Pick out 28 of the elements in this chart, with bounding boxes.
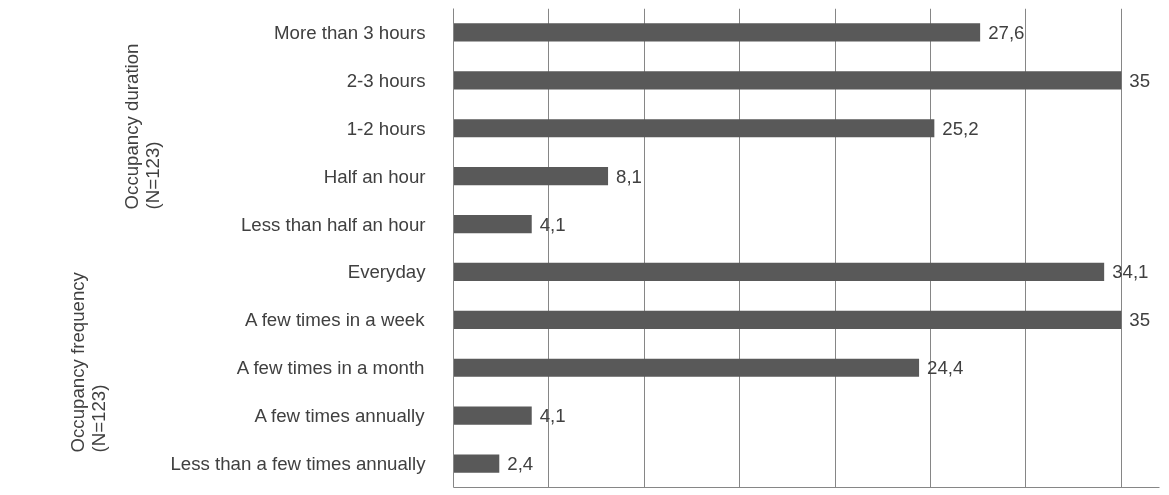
y-tick-label: 1-2 hours (346, 117, 426, 139)
y-tick-label: Less than a few times annually (170, 453, 427, 475)
data-label: 25,2 (942, 117, 979, 139)
data-label: 8,1 (616, 165, 642, 187)
y-tick-label: A few times in a month (236, 357, 425, 379)
bar (453, 167, 609, 186)
data-label: 2,4 (507, 453, 534, 475)
bar (453, 119, 935, 138)
data-label: 35 (1129, 69, 1151, 91)
y-tick-label: More than 3 hours (274, 21, 426, 43)
text: Occupancy duration (N=123) (120, 43, 163, 210)
y-tick-label: 2-3 hours (346, 69, 426, 91)
bar (453, 214, 532, 234)
text: Occupancy frequency (N=123) (66, 271, 109, 453)
y-tick-label: A few times annually (254, 405, 426, 427)
bar (453, 262, 1105, 282)
y-tick-label: Half an hour (323, 165, 426, 187)
bar (453, 454, 500, 473)
data-label: 27,6 (988, 21, 1025, 43)
bar (453, 71, 1122, 90)
bar (453, 23, 981, 42)
y-tick-label: A few times in a week (245, 309, 426, 331)
y-tick-label: Everyday (347, 261, 427, 283)
data-label: 35 (1129, 309, 1151, 331)
bar (453, 406, 532, 425)
y-tick-label: Less than half an hour (240, 213, 426, 235)
bar (453, 358, 920, 377)
bar (453, 310, 1122, 329)
